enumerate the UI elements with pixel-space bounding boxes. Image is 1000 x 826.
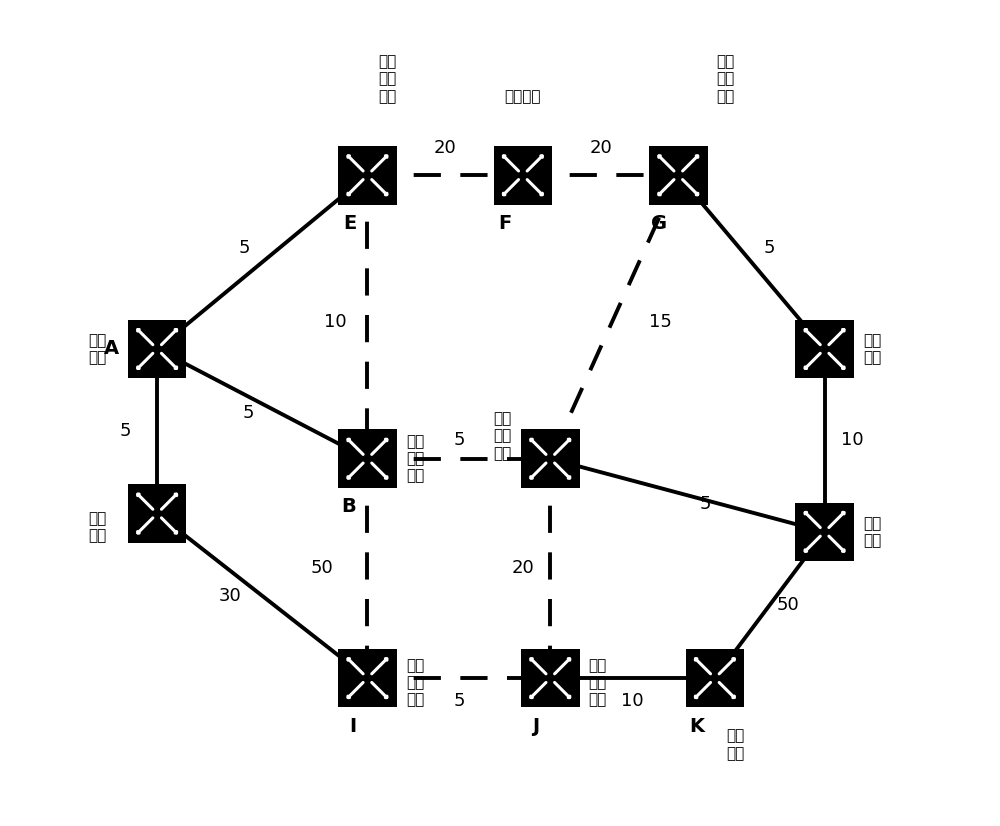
Text: 20: 20 (511, 559, 534, 577)
Text: 光电
混合
节点: 光电 混合 节点 (378, 55, 397, 104)
Text: 纯光节点: 纯光节点 (505, 89, 541, 104)
Text: 50: 50 (777, 596, 799, 614)
Text: 纯电
节点: 纯电 节点 (89, 333, 107, 365)
Text: 10: 10 (841, 431, 863, 449)
Text: H: H (836, 339, 852, 358)
Bar (521, 430, 580, 488)
Bar (338, 649, 397, 707)
Text: 5: 5 (700, 496, 711, 514)
Text: 50: 50 (310, 559, 333, 577)
Text: D: D (836, 522, 852, 541)
Text: 10: 10 (621, 692, 644, 710)
Text: 纯电
节点: 纯电 节点 (863, 515, 881, 548)
Text: I: I (349, 716, 356, 735)
Text: 5: 5 (453, 431, 465, 449)
Text: L: L (134, 504, 146, 523)
Text: 30: 30 (219, 586, 242, 605)
Bar (494, 146, 552, 205)
Text: 5: 5 (453, 692, 465, 710)
Bar (649, 146, 708, 205)
Text: 光电
混合
节点: 光电 混合 节点 (406, 657, 424, 708)
Text: 15: 15 (649, 312, 671, 330)
Bar (128, 320, 186, 378)
Text: 纯电
节点: 纯电 节点 (863, 333, 881, 365)
Text: 光电
混合
节点: 光电 混合 节点 (406, 434, 424, 483)
Text: A: A (104, 339, 119, 358)
Text: 纯电
节点: 纯电 节点 (89, 511, 107, 544)
Text: 光电
混合
节点: 光电 混合 节点 (589, 657, 607, 708)
Text: 光电
混合
节点: 光电 混合 节点 (717, 55, 735, 104)
Bar (795, 502, 854, 561)
Bar (338, 146, 397, 205)
Text: 20: 20 (434, 139, 457, 157)
Bar (795, 320, 854, 378)
Text: 5: 5 (119, 422, 131, 440)
Bar (521, 649, 580, 707)
Text: 纯电
节点: 纯电 节点 (726, 729, 744, 761)
Text: 光电
混合
节点: 光电 混合 节点 (494, 411, 512, 461)
Text: G: G (651, 214, 667, 233)
Text: K: K (689, 716, 704, 735)
Bar (338, 430, 397, 488)
Text: B: B (342, 497, 356, 516)
Bar (128, 484, 186, 543)
Text: C: C (561, 453, 576, 472)
Text: 10: 10 (324, 312, 347, 330)
Text: 5: 5 (243, 404, 254, 422)
Text: J: J (532, 716, 539, 735)
Text: 20: 20 (589, 139, 612, 157)
Text: F: F (499, 214, 512, 233)
Bar (686, 649, 744, 707)
Text: 5: 5 (764, 240, 775, 258)
Text: 5: 5 (238, 240, 250, 258)
Text: E: E (343, 214, 356, 233)
